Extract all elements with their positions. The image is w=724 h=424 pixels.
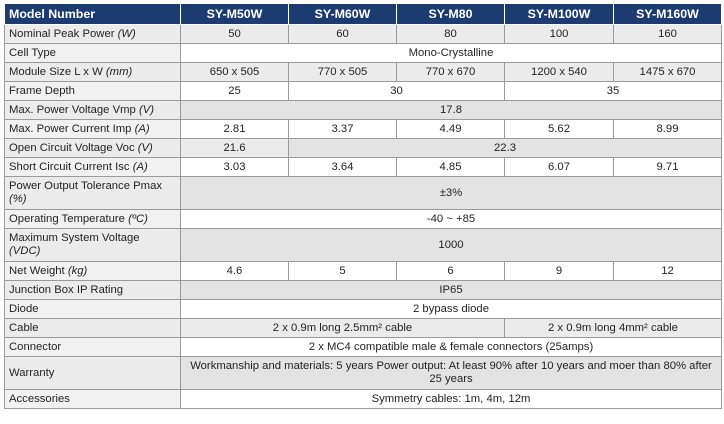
cell-value: 12 (613, 261, 722, 281)
row-label: Short Circuit Current Isc (A) (4, 157, 181, 177)
row-label: Accessories (4, 389, 181, 409)
cell-value: 17.8 (180, 100, 722, 120)
row-max-power-voltage: Max. Power Voltage Vmp (V) 17.8 (4, 100, 722, 120)
cell-value: 770 x 670 (396, 62, 505, 82)
row-label: Open Circuit Voltage Voc (V) (4, 138, 181, 158)
row-cell-type: Cell Type Mono-Crystalline (4, 43, 722, 63)
cell-value: 3.03 (180, 157, 289, 177)
cell-value: 60 (288, 24, 397, 44)
cell-value: Mono-Crystalline (180, 43, 722, 63)
row-label: Nominal Peak Power (W) (4, 24, 181, 44)
row-cable: Cable 2 x 0.9m long 2.5mm² cable 2 x 0.9… (4, 318, 722, 338)
header-row: Model Number SY-M50W SY-M60W SY-M80 SY-M… (4, 3, 722, 25)
cell-value: Workmanship and materials: 5 years Power… (180, 356, 722, 390)
row-label: Cable (4, 318, 181, 338)
row-junction-box-ip: Junction Box IP Rating IP65 (4, 280, 722, 300)
row-label: Max. Power Current Imp (A) (4, 119, 181, 139)
cell-value: 30 (288, 81, 505, 101)
cell-value: 5.62 (504, 119, 614, 139)
row-accessories: Accessories Symmetry cables: 1m, 4m, 12m (4, 389, 722, 409)
row-label: Maximum System Voltage (VDC) (4, 228, 181, 262)
cell-value: 2 x MC4 compatible male & female connect… (180, 337, 722, 357)
cell-value: 5 (288, 261, 397, 281)
row-max-system-voltage: Maximum System Voltage (VDC) 1000 (4, 228, 722, 262)
cell-value: 650 x 505 (180, 62, 289, 82)
cell-value: IP65 (180, 280, 722, 300)
cell-value: 6.07 (504, 157, 614, 177)
cell-value: 6 (396, 261, 505, 281)
cell-value: 50 (180, 24, 289, 44)
header-model: SY-M100W (504, 3, 614, 25)
row-diode: Diode 2 bypass diode (4, 299, 722, 319)
row-net-weight: Net Weight (kg) 4.6 5 6 9 12 (4, 261, 722, 281)
cell-value: 8.99 (613, 119, 722, 139)
header-model: SY-M60W (288, 3, 397, 25)
row-label: Module Size L x W (mm) (4, 62, 181, 82)
spec-table-container: Model Number SY-M50W SY-M60W SY-M80 SY-M… (4, 3, 722, 409)
row-label: Net Weight (kg) (4, 261, 181, 281)
header-model: SY-M50W (180, 3, 289, 25)
cell-value: 2 x 0.9m long 4mm² cable (504, 318, 722, 338)
cell-value: 9.71 (613, 157, 722, 177)
row-warranty: Warranty Workmanship and materials: 5 ye… (4, 356, 722, 390)
header-model: SY-M80 (396, 3, 505, 25)
row-frame-depth: Frame Depth 25 30 35 (4, 81, 722, 101)
cell-value: 25 (180, 81, 289, 101)
row-nominal-peak-power: Nominal Peak Power (W) 50 60 80 100 160 (4, 24, 722, 44)
cell-value: 4.6 (180, 261, 289, 281)
cell-value: Symmetry cables: 1m, 4m, 12m (180, 389, 722, 409)
row-label: Connector (4, 337, 181, 357)
row-short-circuit-current: Short Circuit Current Isc (A) 3.03 3.64 … (4, 157, 722, 177)
cell-value: 160 (613, 24, 722, 44)
cell-value: 1475 x 670 (613, 62, 722, 82)
row-label: Diode (4, 299, 181, 319)
row-power-output-tolerance: Power Output Tolerance Pmax (%) ±3% (4, 176, 722, 210)
cell-value: 4.49 (396, 119, 505, 139)
header-model: SY-M160W (613, 3, 722, 25)
row-max-power-current: Max. Power Current Imp (A) 2.81 3.37 4.4… (4, 119, 722, 139)
row-connector: Connector 2 x MC4 compatible male & fema… (4, 337, 722, 357)
cell-value: 100 (504, 24, 614, 44)
cell-value: 2 x 0.9m long 2.5mm² cable (180, 318, 505, 338)
cell-value: 2 bypass diode (180, 299, 722, 319)
cell-value: 770 x 505 (288, 62, 397, 82)
row-label: Warranty (4, 356, 181, 390)
cell-value: 1000 (180, 228, 722, 262)
cell-value: 3.37 (288, 119, 397, 139)
header-model-number: Model Number (4, 3, 181, 25)
row-operating-temperature: Operating Temperature (ºC) -40 ~ +85 (4, 209, 722, 229)
row-label: Power Output Tolerance Pmax (%) (4, 176, 181, 210)
spec-table: Model Number SY-M50W SY-M60W SY-M80 SY-M… (4, 3, 722, 409)
row-module-size: Module Size L x W (mm) 650 x 505 770 x 5… (4, 62, 722, 82)
cell-value: 2.81 (180, 119, 289, 139)
row-label: Operating Temperature (ºC) (4, 209, 181, 229)
cell-value: 3.64 (288, 157, 397, 177)
cell-value: 4.85 (396, 157, 505, 177)
cell-value: 21.6 (180, 138, 289, 158)
cell-value: 22.3 (288, 138, 722, 158)
cell-value: 9 (504, 261, 614, 281)
row-label: Max. Power Voltage Vmp (V) (4, 100, 181, 120)
row-label: Cell Type (4, 43, 181, 63)
cell-value: ±3% (180, 176, 722, 210)
cell-value: 35 (504, 81, 722, 101)
cell-value: -40 ~ +85 (180, 209, 722, 229)
row-label: Junction Box IP Rating (4, 280, 181, 300)
row-open-circuit-voltage: Open Circuit Voltage Voc (V) 21.6 22.3 (4, 138, 722, 158)
cell-value: 80 (396, 24, 505, 44)
row-label: Frame Depth (4, 81, 181, 101)
cell-value: 1200 x 540 (504, 62, 614, 82)
